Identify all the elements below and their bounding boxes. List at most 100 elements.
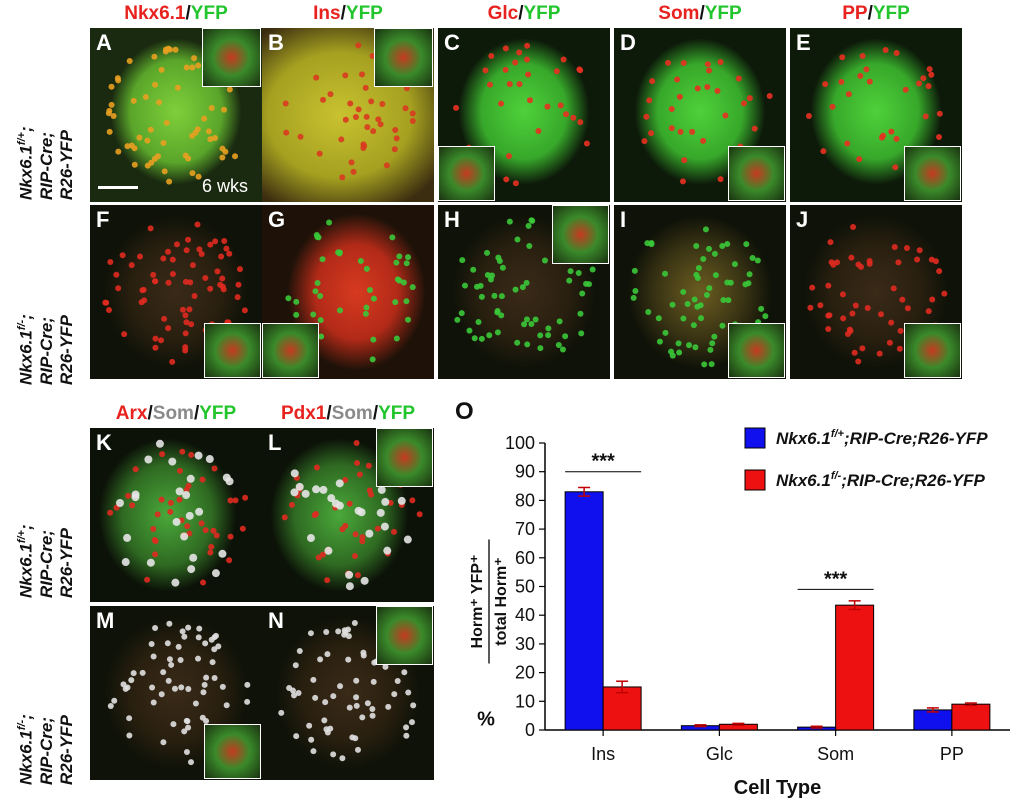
cell-spot: [244, 698, 251, 705]
cell-spot: [195, 507, 204, 516]
cell-spot: [324, 577, 331, 584]
cell-spot: [563, 111, 570, 118]
cell-spot: [202, 275, 209, 282]
cell-spot: [662, 270, 669, 277]
age-label: 6 wks: [202, 176, 249, 196]
title-part: YFP: [190, 3, 228, 24]
y-tick-label: 100: [505, 433, 535, 453]
cell-spot: [317, 656, 324, 663]
legend-sup: f/+: [831, 428, 845, 440]
panel-letter: I: [620, 207, 627, 232]
cell-spot: [355, 42, 362, 49]
cell-spot: [498, 293, 505, 300]
cell-spot: [175, 487, 184, 496]
cell-spot: [189, 553, 198, 562]
cell-spot: [139, 669, 146, 676]
cell-spot: [360, 145, 367, 152]
cell-spot: [158, 337, 165, 344]
cell-spot: [295, 482, 304, 491]
cell-spot: [335, 628, 342, 635]
cell-spot: [383, 546, 392, 555]
cell-spot: [368, 98, 375, 105]
cell-spot: [319, 256, 326, 263]
column-title-bottom-2: Pdx1/Som/YFP: [262, 404, 434, 423]
cell-spot: [844, 140, 851, 147]
inset-zoom: [262, 323, 319, 378]
legend-label: Nkx6.1f/-;RIP-Cre;R26-YFP: [776, 470, 985, 490]
cell-spot: [196, 246, 203, 253]
cell-spot: [706, 285, 713, 292]
title-part: PP: [842, 3, 868, 24]
cell-spot: [366, 286, 373, 293]
cell-spot: [377, 485, 386, 494]
cell-spot: [368, 491, 375, 498]
cell-spot: [925, 83, 932, 90]
cell-spot: [560, 56, 567, 63]
cell-spot: [364, 124, 371, 131]
y-axis-percent: %: [477, 709, 495, 731]
cell-spot: [353, 702, 360, 709]
column-title-bottom-1: Arx/Som/YFP: [90, 404, 262, 423]
cell-spot: [330, 751, 337, 758]
title-part: /: [326, 403, 332, 424]
cell-spot: [192, 129, 199, 136]
cell-spot: [338, 136, 345, 143]
cell-spot: [562, 333, 569, 340]
cell-spot: [494, 307, 501, 314]
cell-spot: [172, 46, 179, 53]
cell-spot: [310, 748, 317, 755]
cell-spot: [160, 669, 167, 676]
bar: [951, 703, 991, 731]
cell-spot: [502, 45, 509, 52]
cell-spot: [132, 466, 139, 473]
cell-spot: [408, 719, 415, 726]
cell-spot: [110, 112, 117, 119]
cell-spot: [677, 128, 684, 135]
title-part: Nkx6.1: [124, 3, 186, 24]
cell-spot: [151, 53, 158, 60]
cell-spot: [201, 115, 208, 122]
cell-spot: [350, 168, 357, 175]
cell-spot: [381, 497, 390, 506]
cell-spot: [512, 180, 519, 187]
cell-spot: [848, 254, 855, 261]
cell-spot: [717, 58, 724, 65]
cell-spot: [102, 299, 109, 306]
cell-spot: [154, 511, 161, 518]
cell-spot: [339, 174, 346, 181]
cell-spot: [516, 81, 523, 88]
cell-spot: [147, 225, 154, 232]
cell-overlay: [805, 47, 943, 171]
cell-spot: [316, 150, 323, 157]
cell-spot: [936, 110, 943, 117]
cell-spot: [914, 256, 921, 263]
cell-spot: [838, 78, 845, 85]
panel-letter: E: [796, 30, 811, 55]
cell-spot: [203, 674, 210, 681]
cell-spot: [882, 47, 889, 54]
cell-spot: [851, 349, 858, 356]
cell-spot: [524, 341, 531, 348]
cell-spot: [403, 732, 410, 739]
cell-spot: [410, 702, 417, 709]
cell-spot: [674, 76, 681, 83]
cell-spot: [390, 528, 397, 535]
cell-spot: [506, 218, 513, 225]
y-tick-label: 60: [515, 548, 535, 568]
cell-spot: [523, 316, 530, 323]
inset-zoom: [376, 606, 433, 665]
cell-spot: [920, 75, 927, 82]
cell-spot: [553, 68, 560, 75]
cell-spot: [903, 245, 910, 252]
cell-spot: [281, 514, 288, 521]
cell-spot: [209, 659, 216, 666]
cell-spot: [111, 697, 118, 704]
cell-spot: [570, 114, 577, 121]
cell-spot: [686, 342, 693, 349]
micrograph-panel-l: L: [262, 428, 434, 602]
cell-spot: [301, 489, 310, 498]
cell-spot: [351, 552, 358, 559]
cell-spot: [152, 551, 159, 558]
panel-letter: K: [96, 430, 112, 455]
cell-spot: [514, 339, 521, 346]
